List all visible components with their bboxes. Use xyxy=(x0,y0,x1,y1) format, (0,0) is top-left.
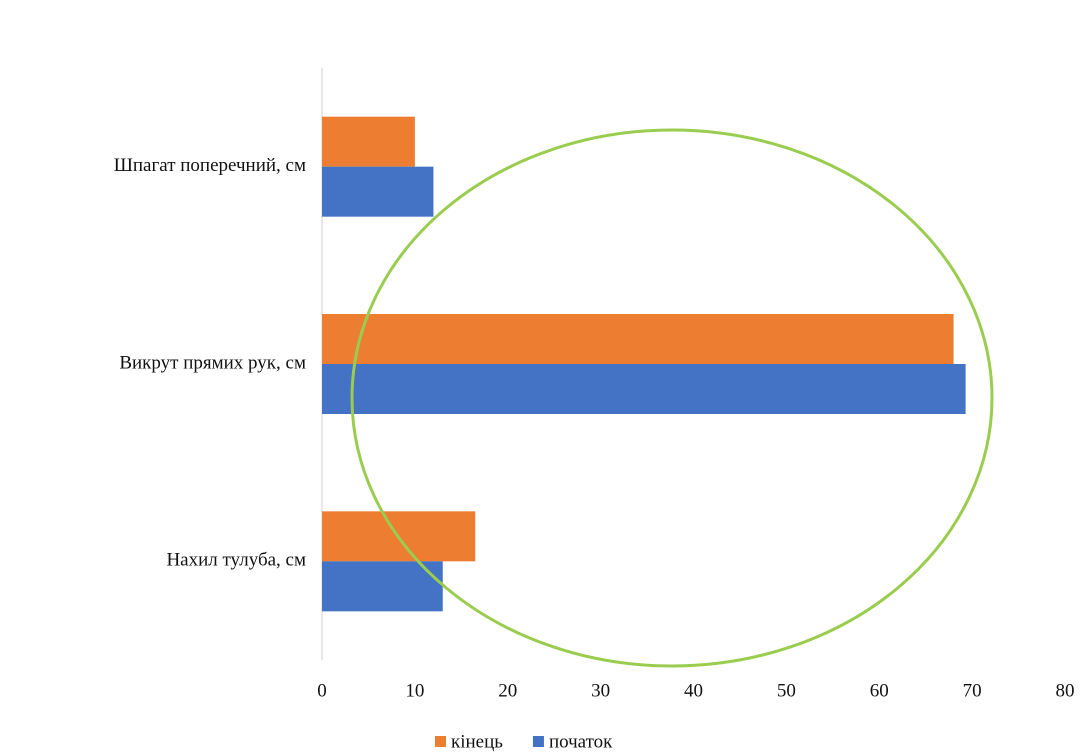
x-tick-label: 30 xyxy=(591,680,610,701)
legend-label: кінець xyxy=(451,731,503,752)
bar xyxy=(322,166,434,217)
x-tick-label: 60 xyxy=(870,680,889,701)
bar xyxy=(322,561,443,612)
bar xyxy=(322,314,954,364)
decorative-circle xyxy=(350,128,994,668)
legend-swatch xyxy=(435,736,446,747)
x-tick-label: 10 xyxy=(405,680,424,701)
y-tick-label: Викрут прямих рук, см xyxy=(119,352,306,373)
legend-label: початок xyxy=(549,731,613,752)
x-tick-label: 50 xyxy=(777,680,796,701)
x-tick-label: 20 xyxy=(498,680,517,701)
x-tick-label: 70 xyxy=(963,680,982,701)
bar xyxy=(322,364,966,414)
y-tick-label: Нахил тулуба, см xyxy=(166,550,306,571)
x-tick-label: 0 xyxy=(317,680,327,701)
x-tick-label: 80 xyxy=(1056,680,1075,701)
y-tick-label: Шпагат поперечний, см xyxy=(114,155,306,176)
bar xyxy=(322,116,415,167)
x-tick-label: 40 xyxy=(684,680,703,701)
legend-swatch xyxy=(532,736,544,747)
